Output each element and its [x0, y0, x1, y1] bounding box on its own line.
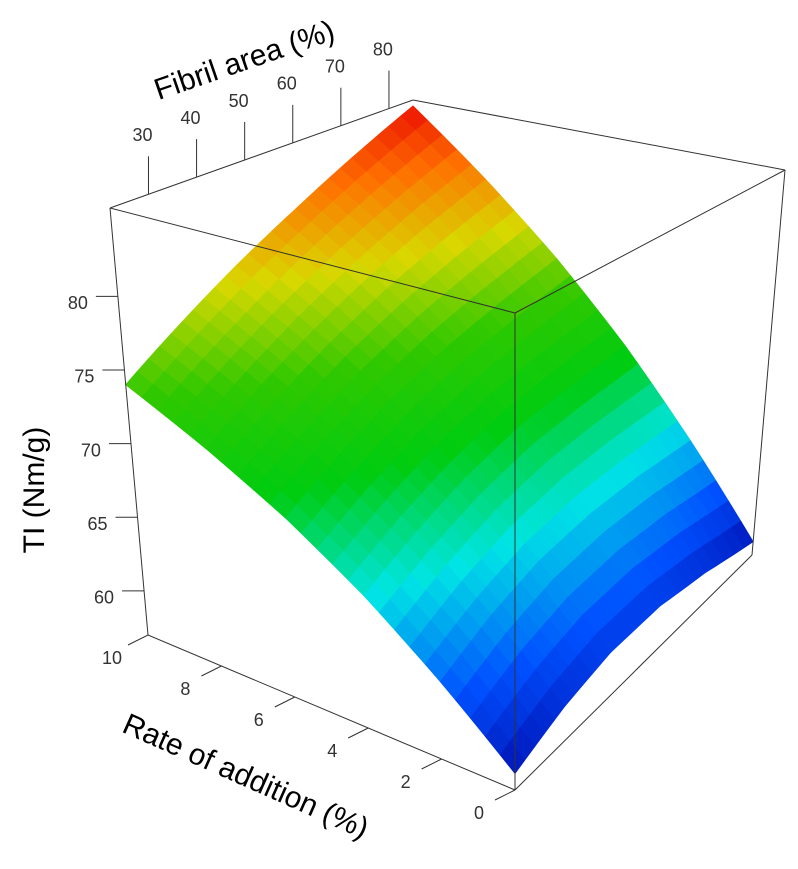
surface-cell	[285, 453, 418, 597]
surface-cell	[425, 179, 558, 304]
y-tick-label: 4	[327, 741, 337, 761]
z-tick-label: 80	[68, 293, 88, 313]
y-tick	[127, 634, 149, 646]
box-edge	[514, 169, 786, 314]
surface-cell	[570, 345, 691, 477]
box-edge	[109, 99, 414, 209]
box-edge	[109, 207, 516, 314]
y-tick-label: 10	[102, 648, 122, 668]
surface-cell	[339, 399, 467, 533]
surface-cell	[390, 346, 521, 478]
y-tick-label: 8	[180, 679, 190, 699]
surface-cell	[261, 329, 392, 455]
x-tick-label: 40	[181, 108, 201, 128]
surface-cell	[638, 440, 754, 574]
surface-cell	[439, 614, 565, 774]
box-edge	[514, 554, 753, 791]
z-tick-label: 60	[94, 588, 114, 608]
surface-cell	[465, 425, 592, 562]
y-tick	[201, 665, 222, 677]
surface-patch	[499, 741, 526, 774]
x-tick-label: 50	[229, 91, 249, 111]
surface-cell	[363, 531, 492, 683]
y-tick-label: 6	[254, 710, 264, 730]
y-tick	[494, 789, 516, 801]
surface-cell	[519, 385, 640, 514]
box-edge	[412, 99, 786, 171]
x-tick-label: 60	[277, 74, 297, 94]
x-tick-label: 80	[373, 39, 393, 59]
box-edge	[147, 634, 516, 791]
surface-cell	[446, 302, 571, 427]
box-edge	[751, 169, 786, 556]
surface-cell	[499, 258, 626, 387]
z-tick-label: 65	[87, 514, 107, 534]
x-tick-label: 30	[132, 125, 152, 145]
surface-cell	[491, 560, 611, 708]
z-tick-label: 75	[74, 367, 94, 387]
z-axis-title: TI (Nm/g)	[18, 427, 51, 554]
surface-cell	[350, 105, 487, 228]
surface-cell	[313, 273, 448, 400]
box-edge	[109, 207, 149, 636]
z-tick-label: 70	[81, 440, 101, 460]
x-tick-label: 70	[325, 56, 345, 76]
surface-cell	[205, 384, 341, 519]
surface-cell	[416, 477, 540, 616]
y-tick	[347, 727, 369, 739]
surface-cell	[125, 321, 263, 450]
surface	[125, 105, 754, 774]
y-axis-title: Rate of addition (%)	[118, 708, 374, 846]
y-tick-label: 0	[474, 803, 484, 823]
surface-cell	[182, 265, 315, 386]
y-tick-label: 2	[401, 772, 411, 792]
surface-cell	[538, 512, 661, 654]
y-tick	[274, 696, 296, 708]
y-tick	[421, 758, 442, 770]
